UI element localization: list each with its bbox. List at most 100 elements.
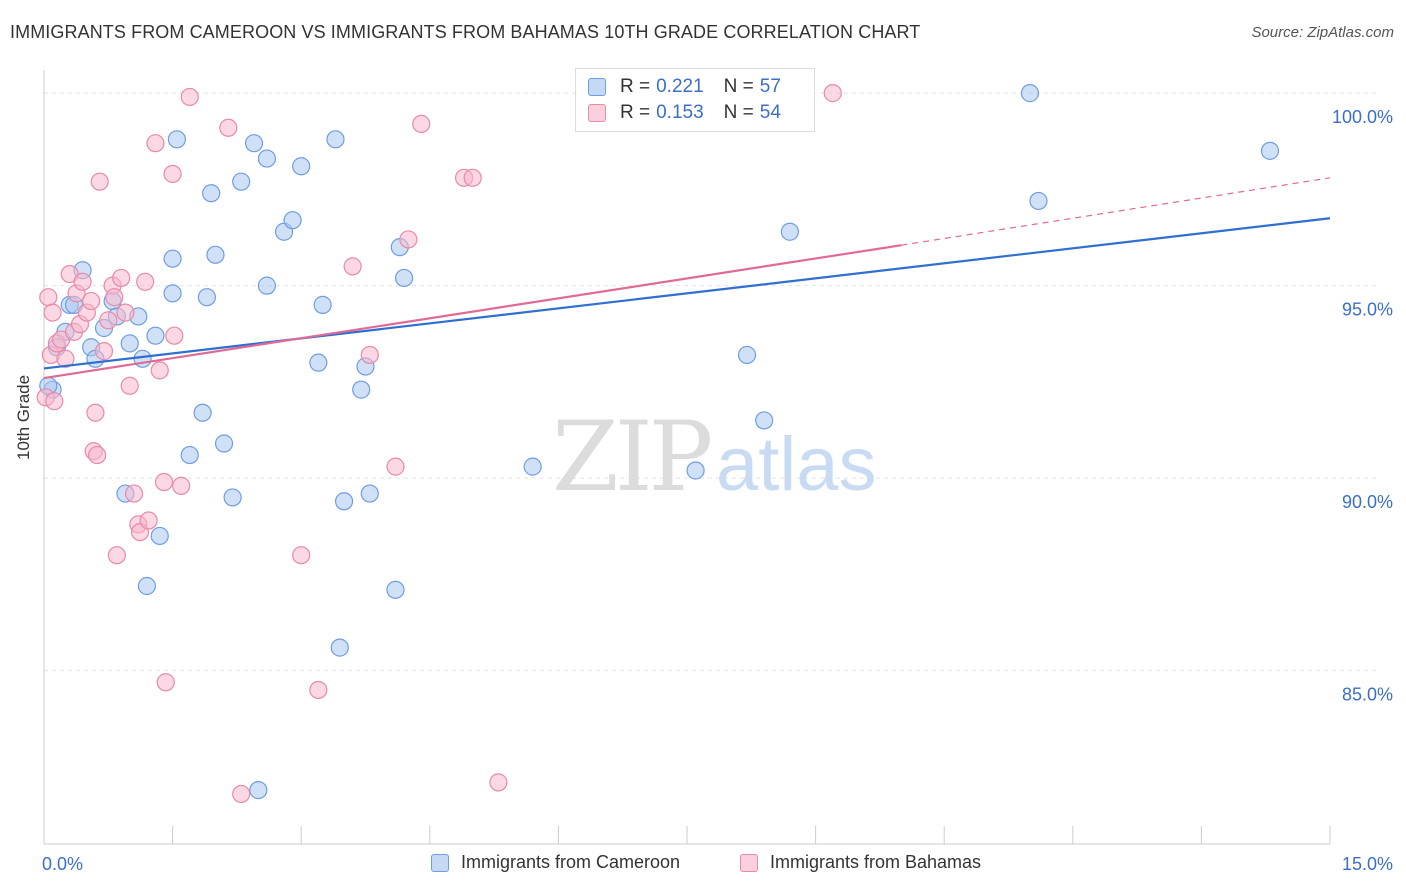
cameroon-point: [780, 222, 799, 241]
bahamas-point: [163, 164, 182, 184]
series-legend: Immigrants from Cameroon Immigrants from…: [0, 852, 1406, 876]
bahamas-point: [136, 272, 155, 291]
bahamas-point: [146, 134, 165, 153]
y-tick-label: 85.0%: [1342, 685, 1393, 705]
cameroon-point: [326, 130, 345, 149]
bahamas-point: [105, 288, 124, 307]
bahamas-point: [463, 168, 482, 187]
cameroon-point: [523, 457, 542, 476]
bahamas-point: [489, 773, 508, 792]
legend-item-cameroon[interactable]: Immigrants from Cameroon: [431, 852, 680, 873]
cameroon-point: [163, 249, 182, 268]
watermark-atlas: atlas: [716, 422, 877, 507]
cameroon-point: [755, 411, 774, 430]
n-value: 54: [759, 102, 781, 123]
y-tick-label: 90.0%: [1342, 492, 1393, 512]
bahamas-point: [172, 476, 191, 495]
x-tick-label-max: 15.0%: [1342, 854, 1393, 874]
bahamas-point: [120, 376, 139, 395]
stats-legend: R = 0.221 N = 57 R = 0.153 N = 54: [575, 68, 815, 132]
cameroon-point: [352, 380, 371, 399]
cameroon-point: [360, 484, 379, 503]
cameroon-point: [163, 284, 182, 303]
bahamas-point: [43, 303, 62, 322]
cameroon-point: [737, 345, 757, 365]
cameroon-point: [137, 576, 156, 596]
r-label: R =: [620, 76, 651, 97]
cameroon-point: [1029, 191, 1048, 211]
cameroon-point: [1020, 84, 1040, 103]
bahamas-point: [180, 87, 199, 107]
bahamas-point: [56, 349, 75, 368]
bahamas-swatch: [588, 104, 606, 122]
source-label: Source: ZipAtlas.com: [1251, 24, 1394, 41]
cameroon-swatch: [588, 78, 606, 96]
cameroon-point: [206, 245, 225, 264]
bahamas-point: [154, 472, 174, 492]
r-value: 0.221: [656, 76, 704, 97]
bahamas-legend-swatch: [740, 853, 758, 872]
cameroon-point: [202, 184, 221, 203]
bahamas-point: [232, 784, 251, 804]
bahamas-point: [86, 403, 105, 422]
cameroon-point: [146, 326, 165, 345]
bahamas-point: [45, 392, 64, 411]
bahamas-point: [219, 118, 238, 137]
bahamas-point: [386, 457, 405, 476]
bahamas-point: [343, 257, 362, 276]
bahamas-point: [94, 342, 114, 361]
bahamas-point: [107, 546, 126, 565]
y-axis-label: 10th Grade: [14, 374, 33, 460]
bahamas-point: [412, 114, 431, 134]
cameroon-point: [232, 172, 251, 191]
legend-item-bahamas[interactable]: Immigrants from Bahamas: [740, 852, 981, 873]
cameroon-point: [249, 780, 268, 800]
y-tick-label: 95.0%: [1342, 300, 1393, 320]
cameroon-point: [257, 149, 277, 168]
chart-title: IMMIGRANTS FROM CAMEROON VS IMMIGRANTS F…: [10, 22, 921, 42]
bahamas-point: [90, 172, 109, 191]
bahamas-point: [165, 326, 184, 345]
cameroon-trend-line: [43, 217, 1331, 370]
cameroon-point: [292, 157, 311, 176]
cameroon-point: [394, 268, 414, 288]
y-tick-label: 100.0%: [1332, 107, 1393, 127]
cameroon-point: [313, 295, 332, 314]
bahamas-point: [99, 311, 118, 330]
bahamas-point: [112, 268, 131, 288]
bahamas-point: [292, 546, 311, 565]
bahamas-trend-extension: [901, 177, 1331, 246]
n-label: N =: [723, 76, 754, 97]
bahamas-point: [73, 272, 92, 291]
bahamas-point: [124, 484, 144, 503]
bahamas-point: [309, 680, 328, 700]
n-value: 57: [759, 76, 781, 97]
cameroon-point: [309, 353, 328, 372]
stats-legend-row-cameroon: R = 0.221 N = 57: [588, 75, 781, 99]
cameroon-point: [150, 526, 169, 546]
cameroon-legend-swatch: [431, 853, 449, 872]
cameroon-point: [167, 130, 186, 149]
cameroon-point: [180, 445, 199, 465]
bahamas-point: [88, 445, 107, 465]
n-label: N =: [723, 102, 754, 123]
legend-label-cameroon: Immigrants from Cameroon: [461, 852, 681, 872]
cameroon-point: [686, 461, 705, 480]
cameroon-point: [334, 492, 354, 511]
bahamas-point: [150, 361, 169, 380]
bahamas-trend-line: [43, 244, 902, 380]
cameroon-point: [197, 288, 216, 307]
cameroon-point: [223, 488, 242, 507]
cameroon-point: [1260, 141, 1280, 160]
r-value: 0.153: [656, 102, 704, 123]
watermark-zip: ZIP: [552, 401, 711, 513]
cameroon-point: [120, 334, 139, 353]
cameroon-point: [244, 134, 264, 153]
r-label: R =: [620, 102, 651, 123]
bahamas-point: [116, 303, 135, 322]
cameroon-point: [330, 638, 349, 657]
bahamas-point: [39, 288, 58, 307]
legend-label-bahamas: Immigrants from Bahamas: [770, 852, 982, 872]
bahamas-point: [156, 673, 175, 692]
